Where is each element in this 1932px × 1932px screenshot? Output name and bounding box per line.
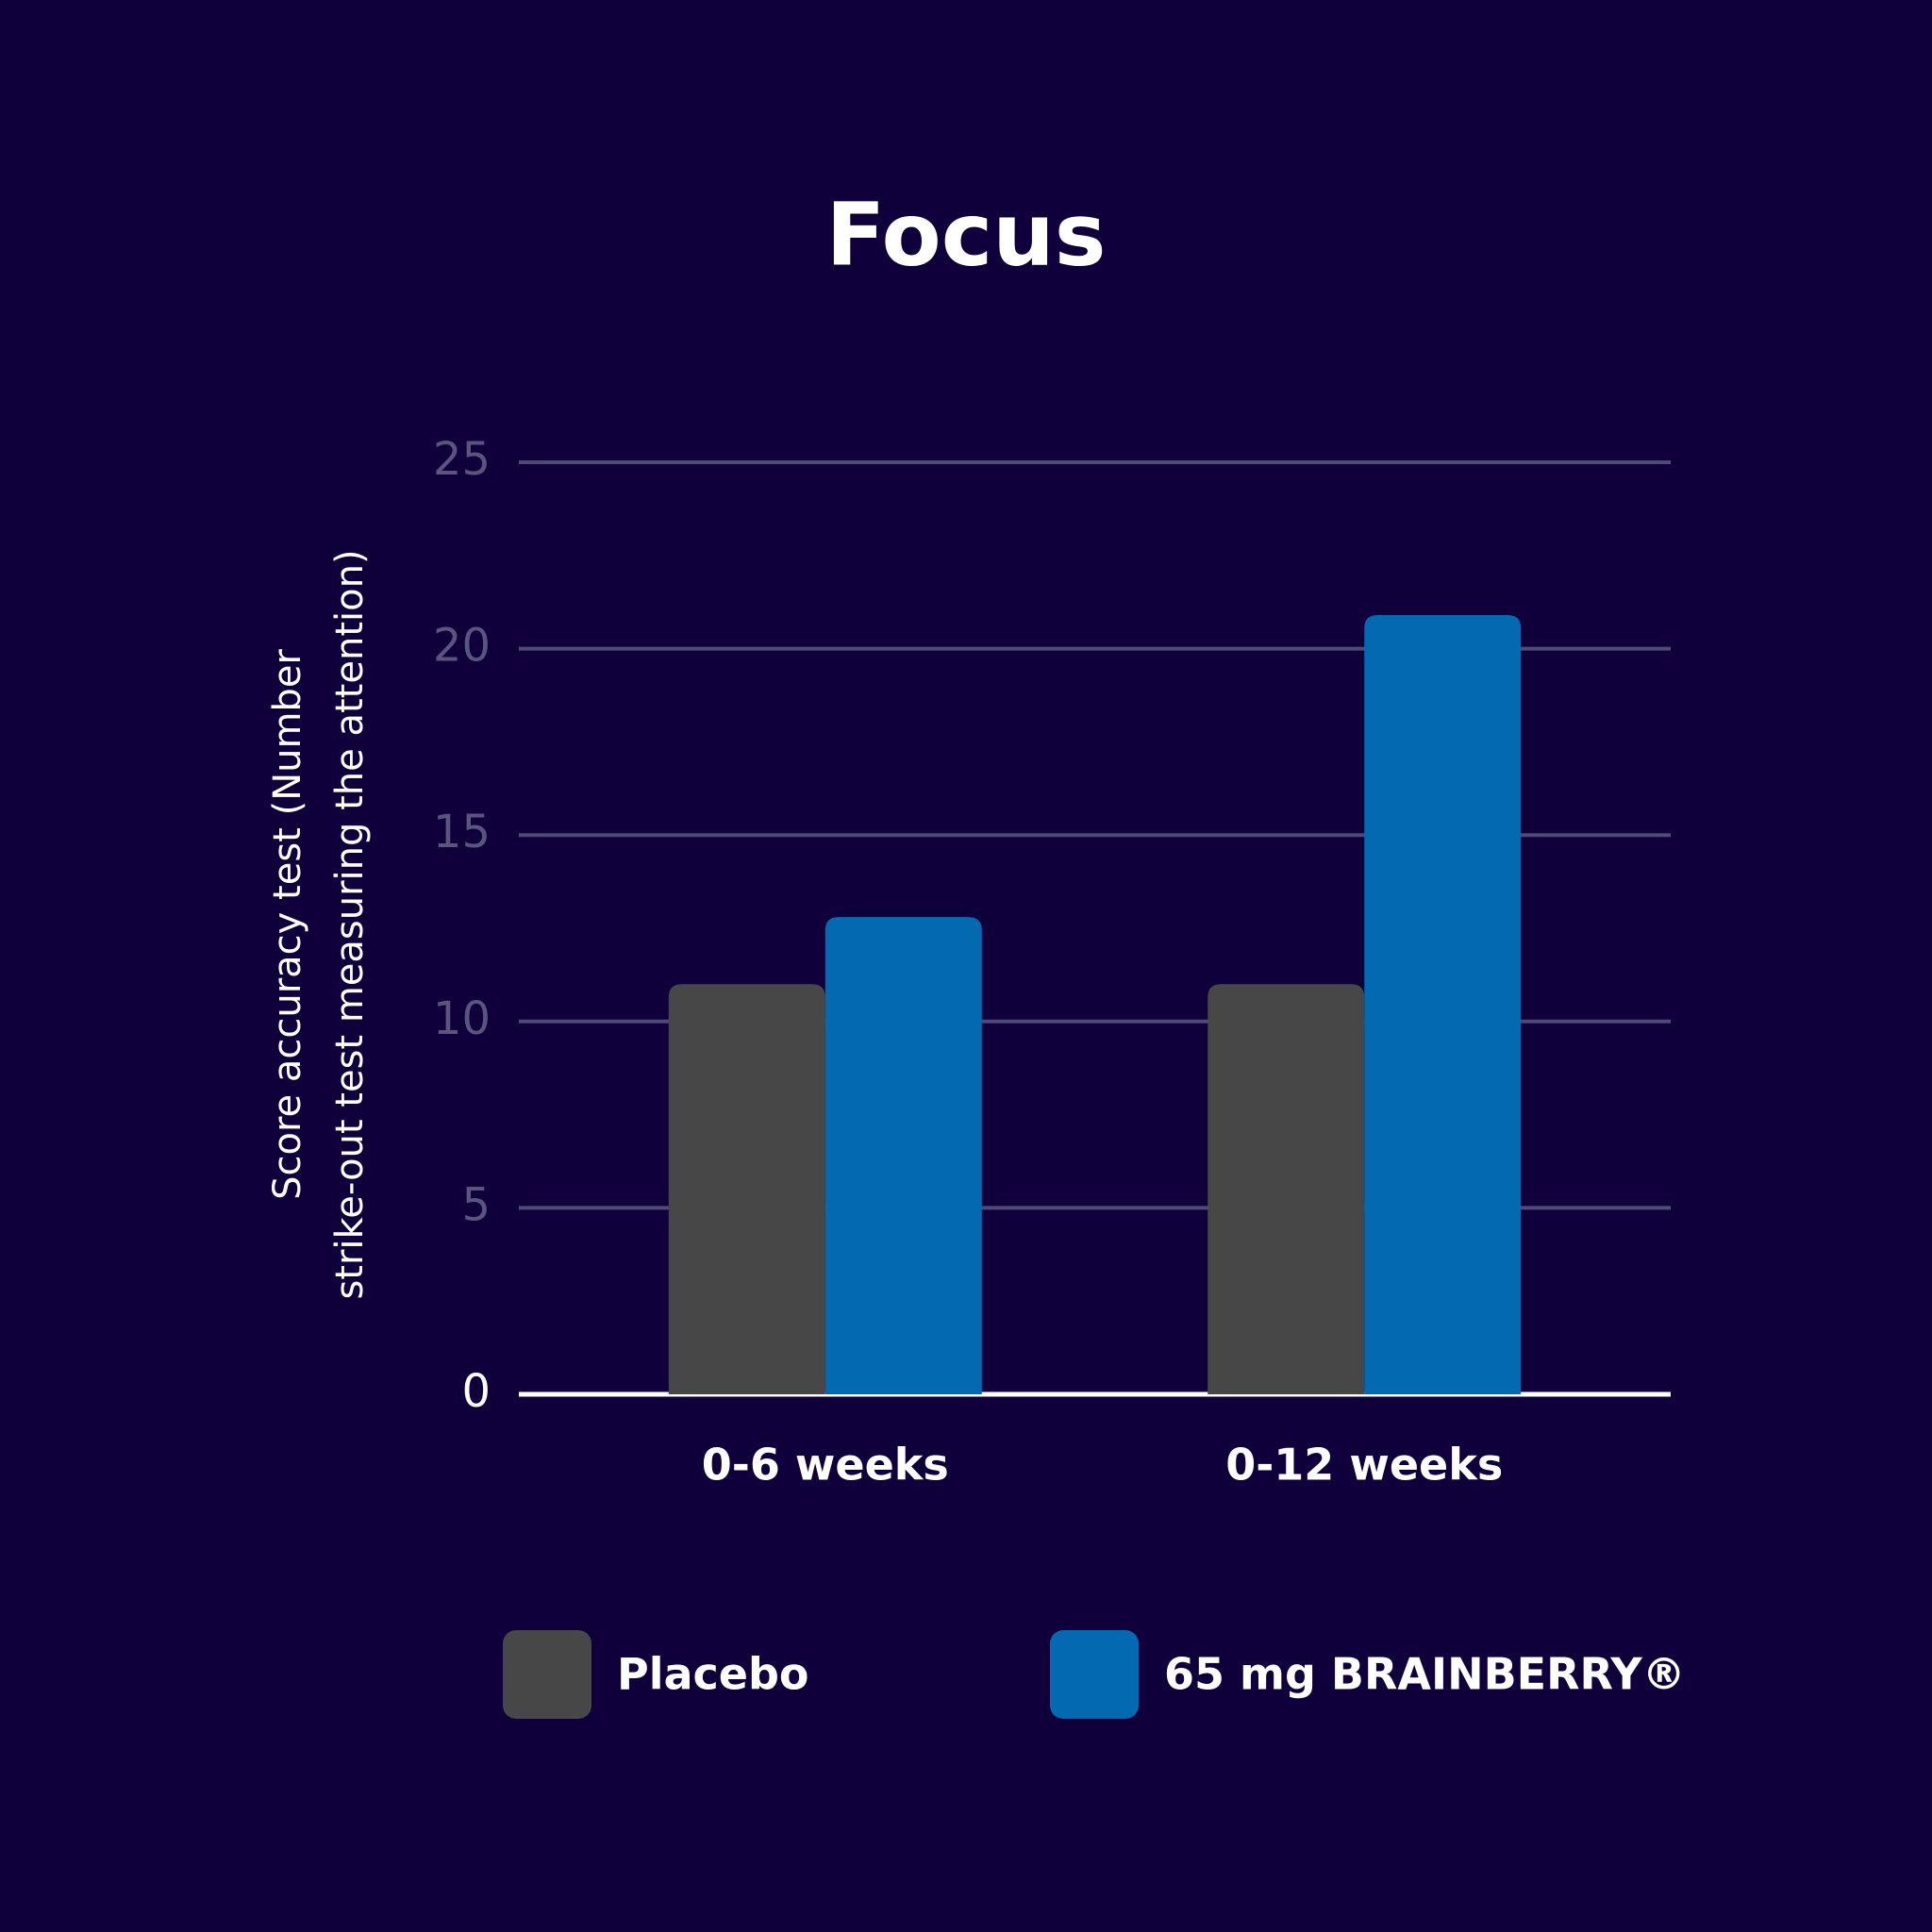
chart-title: Focus	[825, 184, 1106, 285]
legend-label: Placebo	[617, 1649, 809, 1700]
legend-swatch	[1050, 1630, 1139, 1719]
bar	[1364, 615, 1522, 1394]
y-tick-label: 15	[433, 806, 491, 858]
y-tick-label: 5	[461, 1178, 491, 1231]
y-tick-label: 0	[461, 1365, 491, 1418]
y-tick-label: 25	[433, 433, 491, 486]
legend-label: 65 mg BRAINBERRY®	[1164, 1649, 1686, 1700]
bar	[1208, 984, 1365, 1394]
y-axis-label: strike-out test measuring the attention)	[328, 549, 372, 1299]
x-tick-label: 0-12 weeks	[1225, 1440, 1503, 1491]
y-tick-label: 10	[433, 992, 491, 1045]
bar	[824, 917, 982, 1394]
y-axis-label: Score accuracy test (Number	[266, 649, 309, 1200]
bar	[668, 984, 825, 1394]
x-tick-label: 0-6 weeks	[702, 1440, 949, 1491]
legend-swatch	[503, 1630, 591, 1719]
y-tick-label: 20	[433, 620, 491, 673]
